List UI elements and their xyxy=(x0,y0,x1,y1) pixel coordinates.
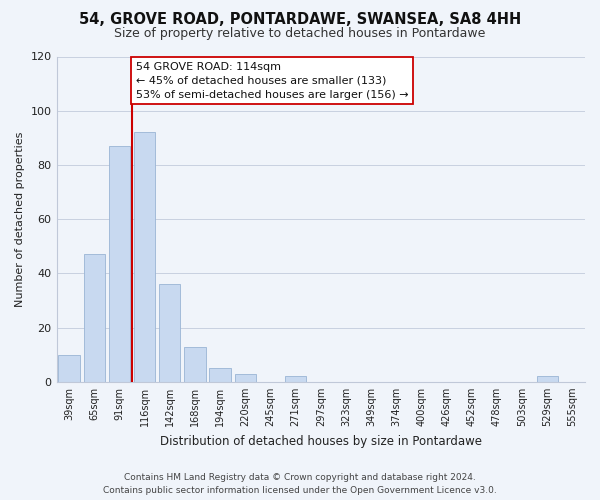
Bar xyxy=(159,284,181,382)
Bar xyxy=(83,254,105,382)
Bar xyxy=(536,376,558,382)
Bar xyxy=(58,354,80,382)
Bar xyxy=(285,376,307,382)
Bar xyxy=(184,346,206,382)
Bar xyxy=(209,368,231,382)
Text: 54, GROVE ROAD, PONTARDAWE, SWANSEA, SA8 4HH: 54, GROVE ROAD, PONTARDAWE, SWANSEA, SA8… xyxy=(79,12,521,28)
Text: 54 GROVE ROAD: 114sqm
← 45% of detached houses are smaller (133)
53% of semi-det: 54 GROVE ROAD: 114sqm ← 45% of detached … xyxy=(136,62,409,100)
Bar xyxy=(235,374,256,382)
Text: Size of property relative to detached houses in Pontardawe: Size of property relative to detached ho… xyxy=(115,28,485,40)
Text: Contains HM Land Registry data © Crown copyright and database right 2024.
Contai: Contains HM Land Registry data © Crown c… xyxy=(103,473,497,495)
X-axis label: Distribution of detached houses by size in Pontardawe: Distribution of detached houses by size … xyxy=(160,434,482,448)
Bar xyxy=(109,146,130,382)
Y-axis label: Number of detached properties: Number of detached properties xyxy=(15,132,25,307)
Bar xyxy=(134,132,155,382)
